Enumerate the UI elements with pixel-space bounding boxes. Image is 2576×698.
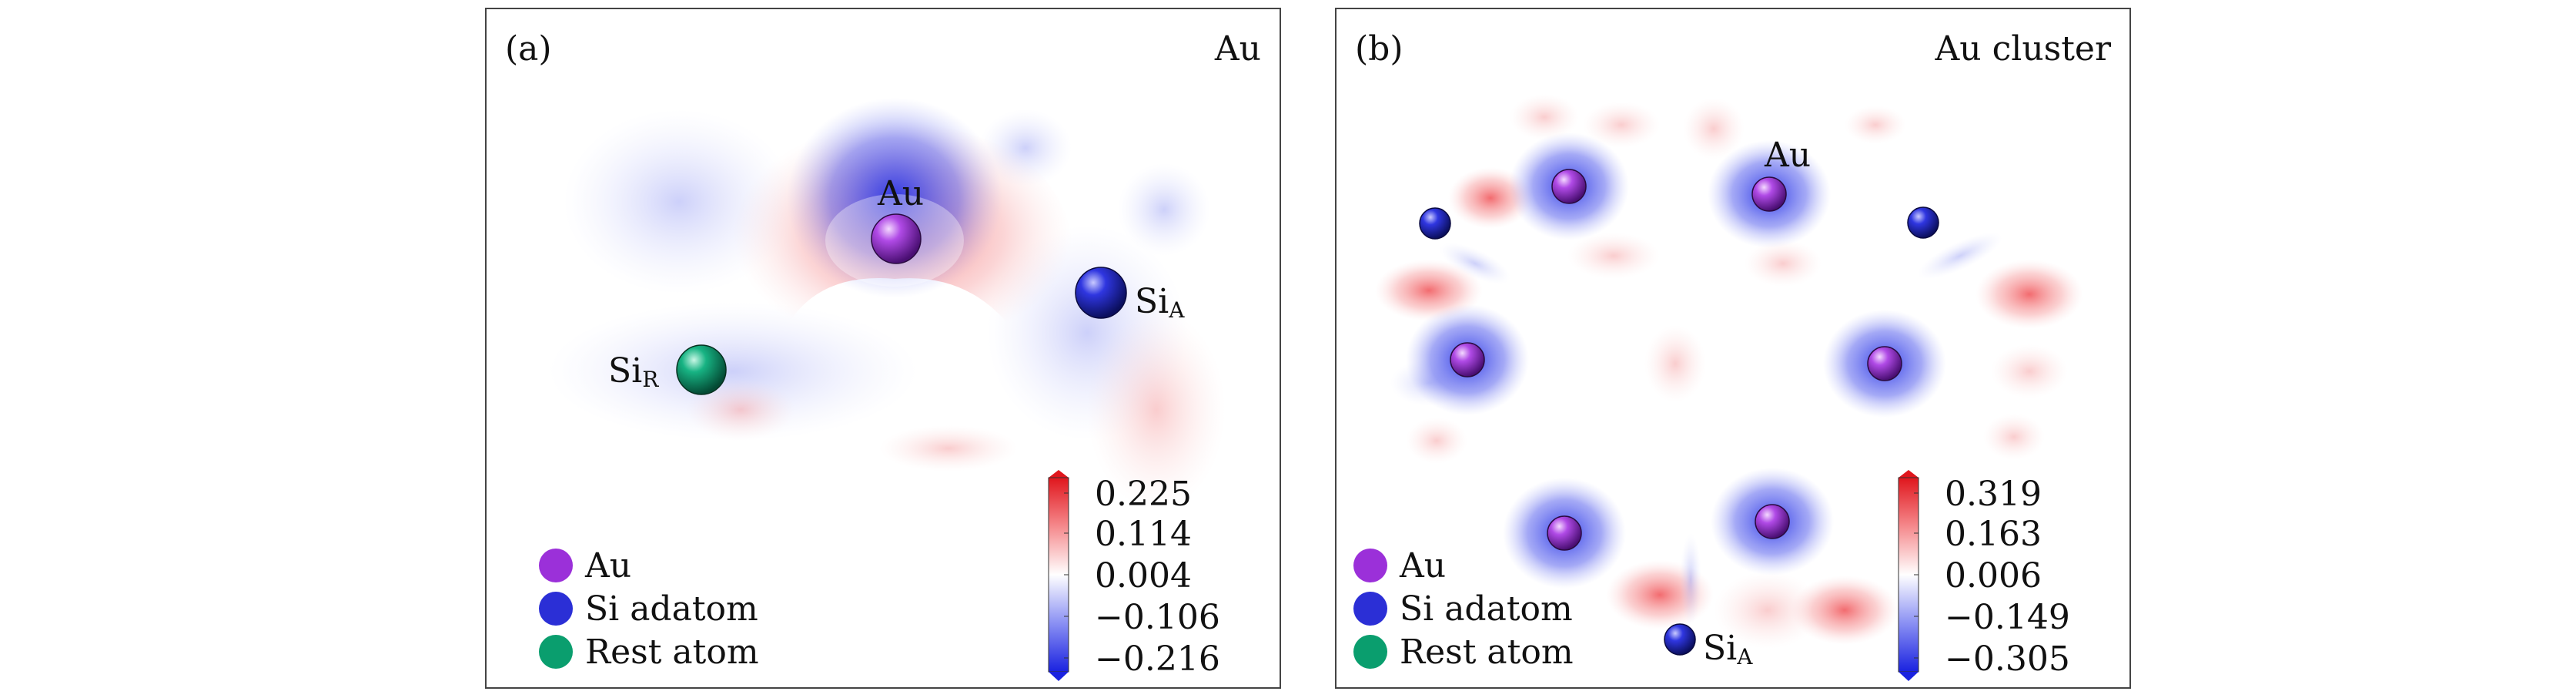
density-lobe: [548, 302, 918, 441]
si-adatom-label: SiA: [1703, 629, 1753, 669]
legend-item-rest-atom: Rest atom: [1353, 631, 1574, 674]
panel-title: Au cluster: [1935, 29, 2112, 69]
si-adatom: [1664, 623, 1696, 656]
legend-item-si-adatom: Si adatom: [1353, 588, 1574, 631]
negative-cap: [787, 98, 1002, 298]
density-lobe: [1583, 102, 1660, 148]
density-lobe: [1845, 106, 1906, 144]
panel-title: Au: [1214, 29, 1261, 69]
rest-atom-label: SiR: [608, 351, 659, 392]
colorbar-tick: −0.106: [1095, 598, 1220, 637]
rest-atom-marker-icon: [1353, 635, 1387, 669]
density-lobe: [1440, 243, 1510, 284]
colorbar: 0.319 0.163 0.006 −0.149 −0.305: [1883, 470, 2106, 686]
au-atom: [1450, 342, 1485, 378]
density-lobe: [1087, 310, 1226, 510]
rest-atom: [676, 344, 727, 395]
au-marker-icon: [539, 549, 573, 582]
legend-item-si-adatom: Si adatom: [539, 588, 759, 631]
colorbar-tick: −0.216: [1095, 639, 1220, 679]
colorbar-gradient: [1048, 470, 1069, 681]
legend-item-au: Au: [1353, 545, 1574, 588]
density-lobe: [1118, 163, 1210, 256]
density-lobe: [1983, 414, 2045, 460]
colorbar-tick: 0.163: [1945, 515, 2042, 554]
au-marker-icon: [1353, 549, 1387, 582]
density-lobe: [1714, 572, 1822, 649]
si-adatom: [1419, 207, 1451, 240]
panel-tag: (b): [1355, 29, 1403, 69]
density-lobe: [1644, 325, 1706, 402]
au-atom: [871, 213, 922, 264]
density-lobe: [1567, 233, 1660, 279]
au-atom: [1867, 346, 1902, 381]
density-lobe: [1975, 260, 2083, 329]
density-lobe: [1406, 418, 1467, 464]
colorbar-gradient: [1898, 470, 1919, 681]
au-atom: [1551, 169, 1587, 204]
si-adatom-label: SiA: [1135, 282, 1185, 323]
au-atom: [1547, 515, 1582, 551]
si-adatom: [1075, 267, 1127, 319]
charge-density-map-a: [548, 98, 1226, 510]
colorbar-tick: −0.149: [1945, 598, 2070, 637]
density-lobe: [879, 425, 1018, 471]
panel-b: (b) Au cluster Au SiA Au Si adatom Rest …: [1335, 8, 2131, 689]
legend-item-au: Au: [539, 545, 759, 588]
density-lobe: [1680, 533, 1701, 626]
colorbar-tick: 0.004: [1095, 556, 1192, 596]
density-lobe: [1991, 344, 2068, 398]
si-adatom-marker-icon: [1353, 592, 1387, 626]
colorbar-tick: 0.225: [1095, 475, 1192, 514]
colorbar-tick: 0.006: [1945, 556, 2042, 596]
legend-item-rest-atom: Rest atom: [539, 631, 759, 674]
au-atom: [1755, 504, 1790, 539]
colorbar-tick: 0.114: [1095, 515, 1192, 554]
density-lobe: [1918, 232, 2002, 280]
density-lobe: [1745, 240, 1822, 287]
panel-tag: (a): [505, 29, 552, 69]
si-adatom: [1907, 206, 1939, 239]
colorbar: 0.225 0.114 0.004 −0.106 −0.216: [1033, 470, 1256, 686]
colorbar-tick: −0.305: [1945, 639, 2070, 679]
si-adatom-marker-icon: [539, 592, 573, 626]
legend: Au Si adatom Rest atom: [1353, 545, 1574, 674]
panel-a: (a) Au Au SiA SiR Au Si adatom Rest atom…: [485, 8, 1281, 689]
au-atom-label: Au: [878, 174, 925, 213]
charge-density-map-b: [1375, 94, 2083, 656]
density-lobe: [687, 379, 795, 441]
density-lobe: [1510, 94, 1579, 140]
rest-atom-marker-icon: [539, 635, 573, 669]
density-lobe: [1683, 98, 1745, 159]
density-lobe: [1791, 576, 1899, 645]
au-atom: [1751, 176, 1787, 212]
au-atom-label: Au: [1765, 136, 1812, 175]
colorbar-tick: 0.319: [1945, 475, 2042, 514]
legend: Au Si adatom Rest atom: [539, 545, 759, 674]
